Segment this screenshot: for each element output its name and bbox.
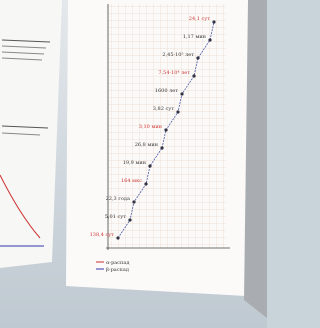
- nuclide: [160, 146, 163, 149]
- legend-label: α-распад: [106, 260, 129, 266]
- legend-label: β-распад: [106, 267, 129, 273]
- nuclide: [212, 20, 215, 23]
- nuclide: [180, 92, 183, 95]
- nuclide: [148, 164, 151, 167]
- half-life-label: 5,01 сут: [105, 214, 126, 220]
- half-life-label: 24,1 сут: [189, 16, 210, 22]
- nuclide: [144, 182, 147, 185]
- half-life-label: 164 мкс: [121, 178, 142, 184]
- half-life-label: 7,54·10⁴ лет: [158, 70, 190, 76]
- nuclide: [176, 110, 179, 113]
- nuclide: [128, 218, 131, 221]
- nuclide: [192, 74, 195, 77]
- page: 138,4 сут 5,01 сут 22,3 года 164 мкс 19,9 ми…: [0, 0, 267, 328]
- half-life-label: 19,9 мин: [123, 160, 147, 166]
- half-life-label: 1,17 мин: [183, 34, 207, 40]
- nuclide: [208, 38, 211, 41]
- nuclide: [196, 56, 199, 59]
- half-life-label: 1600 лет: [155, 88, 178, 94]
- half-life-label: 2,45·10⁵ лет: [162, 52, 194, 58]
- half-life-label: 22,3 года: [106, 196, 130, 202]
- half-life-label: 3,10 мин: [139, 124, 163, 130]
- half-life-label: 3,82 сут: [153, 106, 174, 112]
- nuclide: [132, 200, 135, 203]
- half-life-label: 138,4 сут: [90, 232, 115, 238]
- nuclide: [164, 128, 167, 131]
- frame: [244, 0, 267, 318]
- grid: [108, 4, 226, 248]
- scene: 138,4 сут 5,01 сут 22,3 года 164 мкс 19,9 ми…: [0, 0, 267, 328]
- half-life-label: 26,8 мин: [135, 142, 159, 148]
- nuclide: [116, 236, 119, 239]
